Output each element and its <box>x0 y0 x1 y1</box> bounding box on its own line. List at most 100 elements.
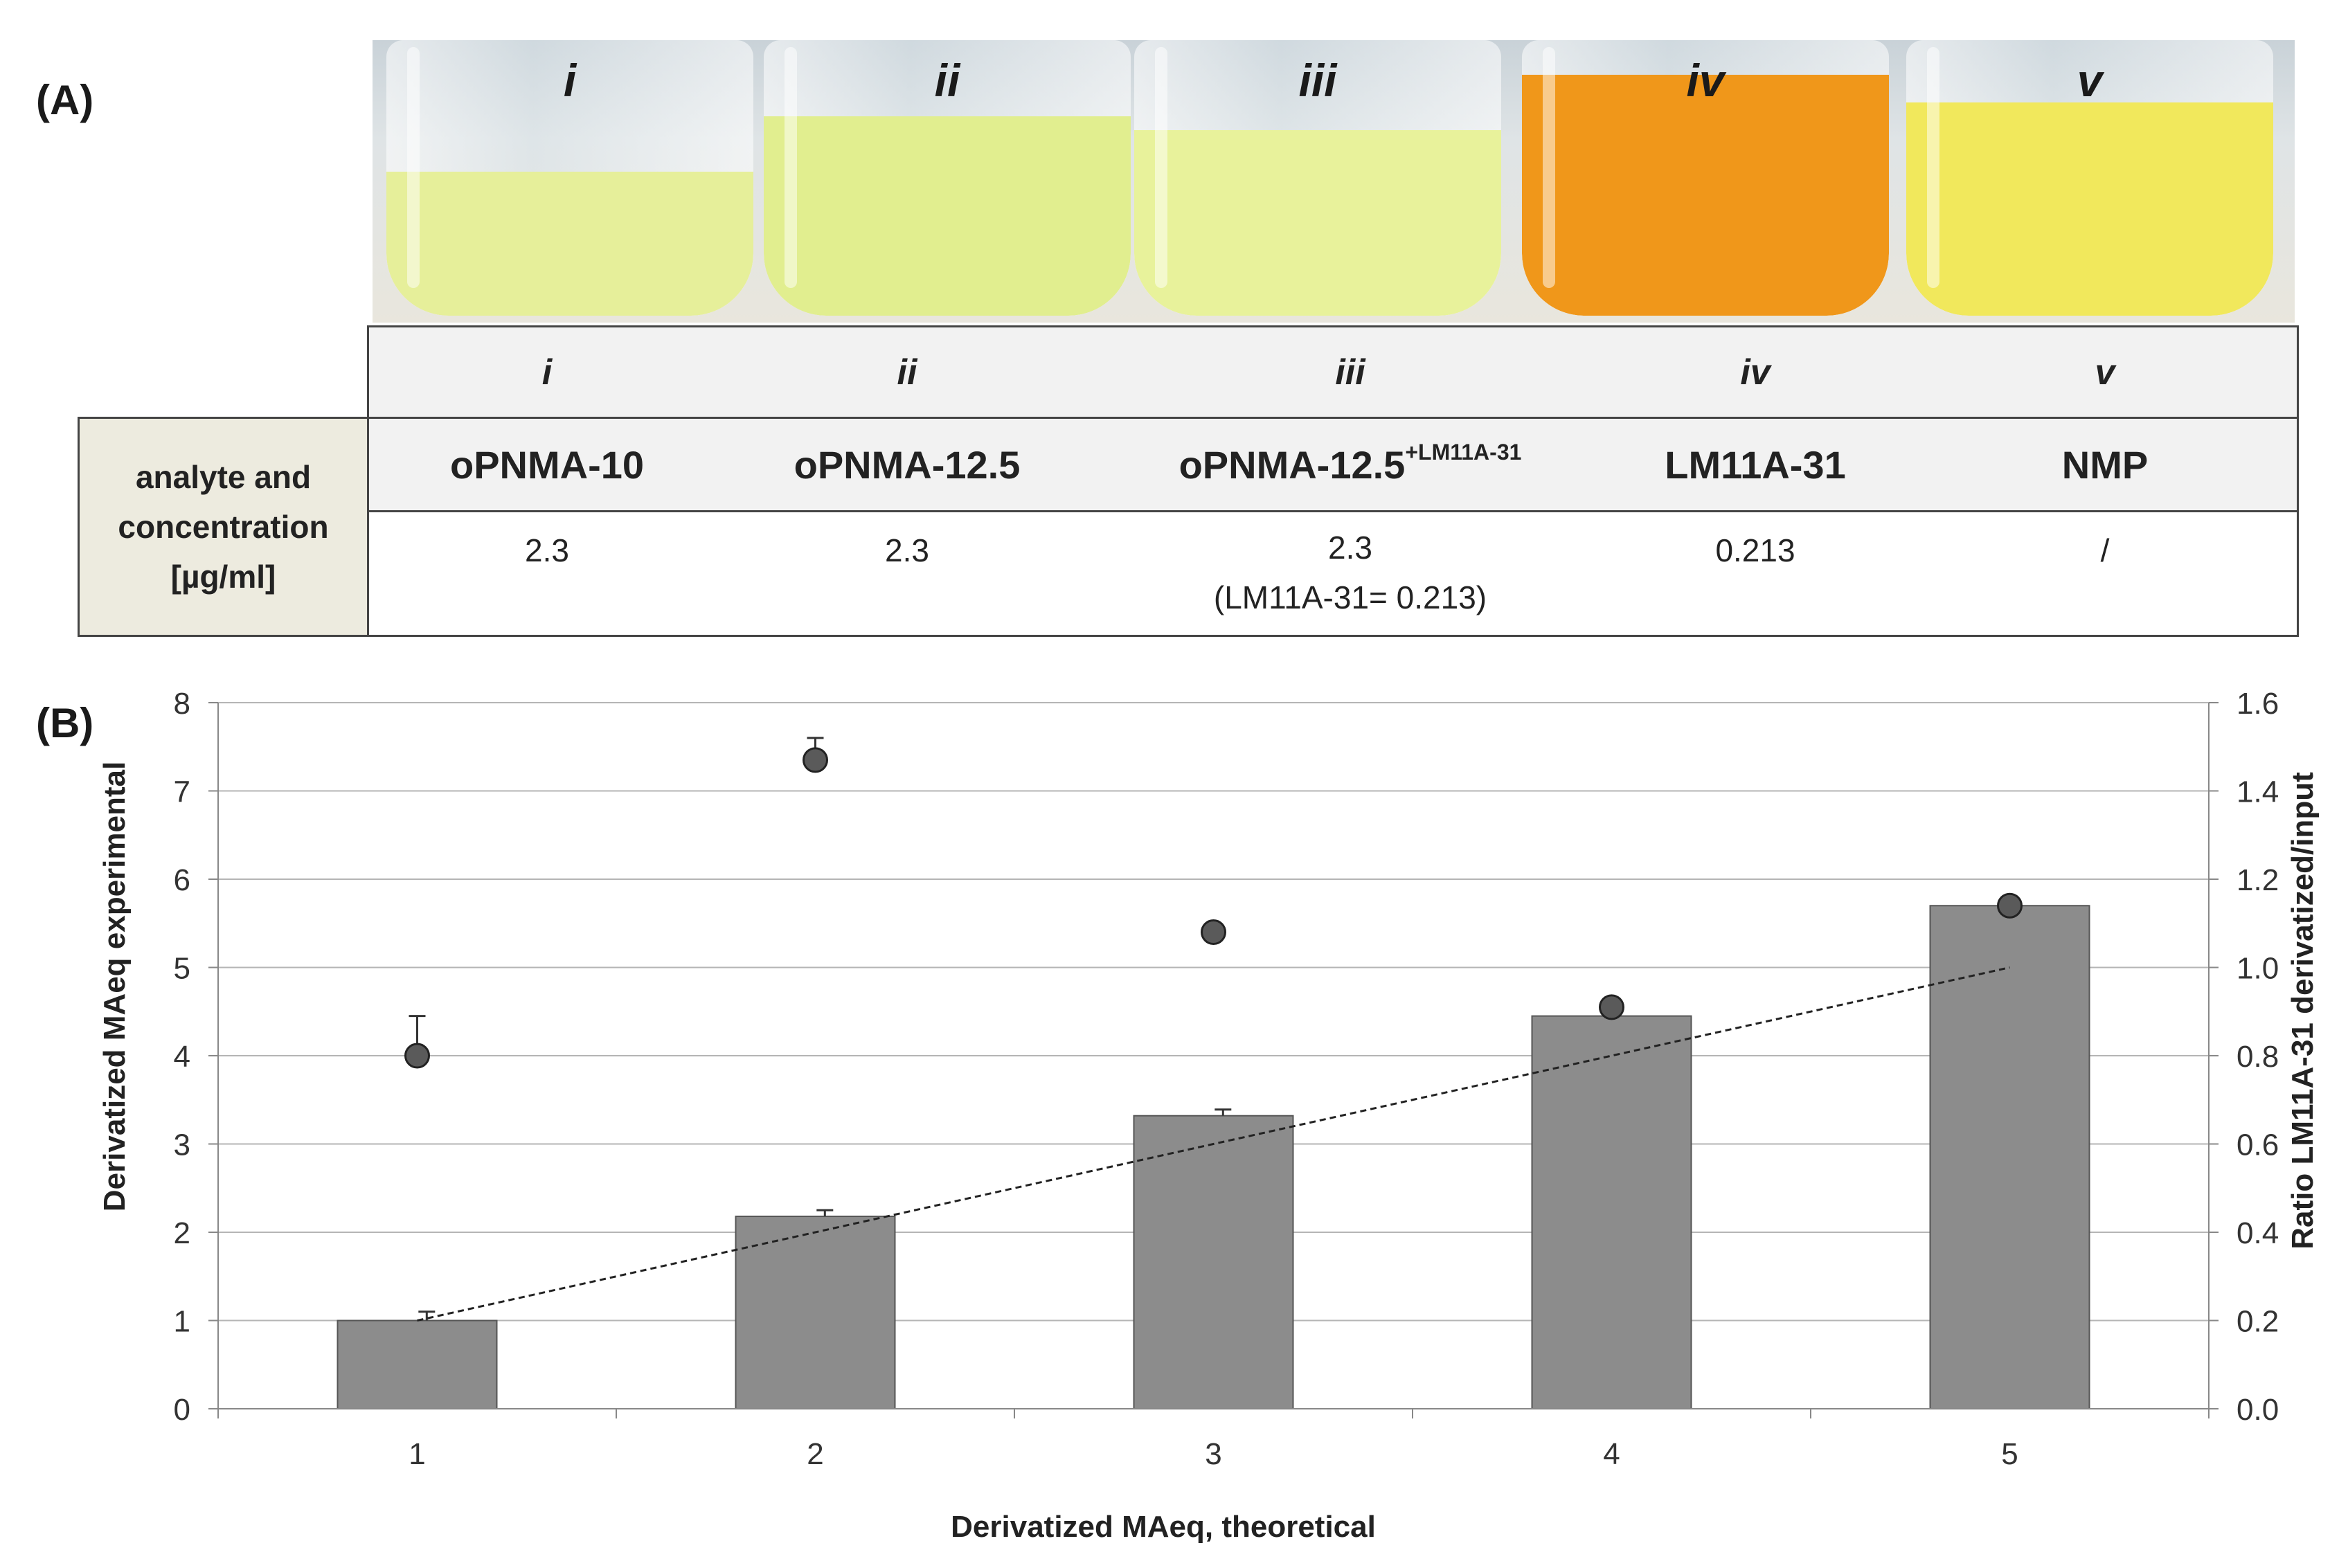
row-header-line: analyte and <box>135 459 312 495</box>
y2-tick-label: 1.2 <box>2237 863 2279 897</box>
row-header-line: concentration <box>118 509 329 545</box>
column-concentration: 2.3 <box>769 523 1046 578</box>
column-concentration: 2.3 (LM11A-31= 0.213) <box>1136 523 1565 627</box>
concentration-value: 2.3 <box>885 532 929 568</box>
analyte-name: oPNMA-12.5 <box>794 442 1021 487</box>
analyte-name: oPNMA-10 <box>449 442 645 487</box>
vial-3: iii <box>1134 40 1501 316</box>
column-concentration: 2.3 <box>409 523 685 578</box>
tick-labels: 0 1 2 3 4 5 6 7 8 0.0 0.2 0.4 0.6 0.8 1.0 1.2 1.4 1.6 1 2 3 4… <box>174 687 2279 1471</box>
row-header-line: [µg/ml] <box>170 559 276 595</box>
x-tick-label: 3 <box>1205 1437 1221 1471</box>
column-analyte: oPNMA-12.5 +LM11A-31 <box>1108 419 1593 510</box>
y-tick-label: 6 <box>174 863 190 897</box>
ratio-point <box>1599 994 1624 1020</box>
vial-glint <box>407 47 420 288</box>
y-tick-label: 4 <box>174 1040 190 1074</box>
column-analyte: LM11A-31 <box>1617 419 1894 510</box>
column-analyte: oPNMA-12.5 <box>769 419 1046 510</box>
y-tick-label: 2 <box>174 1216 190 1250</box>
y-tick-label: 7 <box>174 775 190 809</box>
vial-label: iv <box>1686 55 1725 106</box>
vial-2: ii <box>764 40 1131 316</box>
ratio-point <box>1997 892 2023 919</box>
bar <box>1133 1115 1294 1409</box>
vial-glint <box>1155 47 1167 288</box>
vial-glint <box>785 47 797 288</box>
column-roman: i <box>541 352 553 393</box>
vial-label: v <box>2077 55 2103 106</box>
ratio-point <box>803 747 828 773</box>
vial-4: iv <box>1522 40 1889 316</box>
vials-photo: i ii iii iv v <box>373 40 2295 323</box>
concentration-value: 0.213 <box>1715 532 1795 568</box>
bar-error-bars <box>418 1108 1232 1321</box>
vial-5: v <box>1906 40 2273 316</box>
bar <box>337 1319 498 1409</box>
ratio-point <box>1201 919 1226 945</box>
y-tick-label: 0 <box>174 1393 190 1427</box>
concentration-note: (LM11A-31= 0.213) <box>1213 579 1487 615</box>
y2-tick-label: 0.4 <box>2237 1216 2279 1250</box>
column-concentration: / <box>1966 523 2243 578</box>
y-tick-label: 8 <box>174 687 190 721</box>
y2-axis-title: Ratio LM11A-31 derivatized/input <box>2286 772 2320 1250</box>
axes <box>208 702 2219 1418</box>
vial-liquid <box>1522 75 1889 316</box>
panel-a-label: (A) <box>36 77 94 123</box>
x-axis-title: Derivatized MAeq, theoretical <box>951 1510 1376 1544</box>
y2-tick-label: 1.0 <box>2237 952 2279 986</box>
y-tick-label: 5 <box>174 952 190 986</box>
bars <box>337 905 2090 1410</box>
column-analyte: oPNMA-10 <box>409 419 685 510</box>
column-roman: v <box>2095 352 2115 393</box>
analyte-name: oPNMA-12.5 <box>1179 442 1406 487</box>
y2-tick-label: 0.6 <box>2237 1128 2279 1162</box>
y2-tick-label: 0.2 <box>2237 1305 2279 1339</box>
concentration-value: 2.3 <box>525 532 569 568</box>
ratio-points <box>404 737 2023 1069</box>
analyte-name: NMP <box>2061 442 2149 487</box>
trend-line-segment <box>417 966 2010 1322</box>
vial-glint <box>1543 47 1555 288</box>
column-roman: iii <box>1335 352 1365 393</box>
analyte-superscript: +LM11A-31 <box>1405 440 1522 465</box>
bar <box>1531 1015 1692 1409</box>
column-roman: iv <box>1740 352 1771 393</box>
vial-liquid <box>1134 130 1501 316</box>
column-roman: ii <box>897 352 917 393</box>
column-analyte: NMP <box>1966 419 2243 510</box>
vial-1: i <box>386 40 753 316</box>
vial-liquid <box>386 172 753 316</box>
vial-glint <box>1927 47 1939 288</box>
analyte-name: LM11A-31 <box>1665 442 1846 487</box>
vial-liquid <box>764 116 1131 316</box>
x-tick-label: 4 <box>1603 1437 1620 1471</box>
table-divider <box>367 510 2299 512</box>
y-tick-label: 3 <box>174 1128 190 1162</box>
concentration-value: / <box>2100 532 2110 568</box>
y2-tick-label: 1.6 <box>2237 687 2279 721</box>
y2-tick-label: 0.0 <box>2237 1393 2279 1427</box>
x-tick-label: 1 <box>409 1437 425 1471</box>
table-frame-top <box>367 325 2299 417</box>
bar <box>735 1216 896 1410</box>
table-frame-main <box>78 417 2299 637</box>
x-tick-label: 2 <box>807 1437 823 1471</box>
y2-tick-label: 0.8 <box>2237 1040 2279 1074</box>
vial-liquid <box>1906 102 2273 316</box>
bar <box>1929 905 2090 1409</box>
row-header: analyte and concentration [µg/ml] <box>80 419 367 635</box>
vial-label: i <box>563 55 577 106</box>
y-axis-title: Derivatized MAeq experimental <box>98 762 132 1211</box>
vial-label: iii <box>1298 55 1337 106</box>
panel-b-label: (B) <box>36 700 94 746</box>
trend-line <box>417 966 2010 1322</box>
y-tick-label: 1 <box>174 1305 190 1339</box>
analyte-row-bg <box>369 419 2297 510</box>
table-divider <box>367 417 369 637</box>
x-tick-label: 5 <box>2001 1437 2018 1471</box>
column-concentration: 0.213 <box>1617 523 1894 578</box>
ratio-point <box>404 1043 430 1069</box>
